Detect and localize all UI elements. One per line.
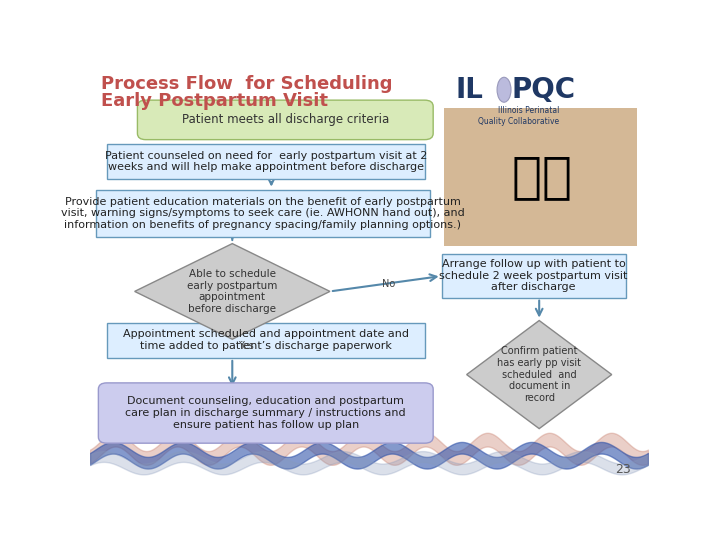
Text: IL: IL (456, 76, 483, 104)
Text: No: No (382, 279, 395, 289)
Ellipse shape (497, 77, 511, 102)
Text: Illinois Perinatal
Quality Collaborative: Illinois Perinatal Quality Collaborative (478, 106, 559, 126)
Text: Appointment scheduled and appointment date and
time added to patient’s discharge: Appointment scheduled and appointment da… (123, 329, 409, 351)
FancyBboxPatch shape (107, 322, 425, 358)
Text: Patient counseled on need for  early postpartum visit at 2
weeks and will help m: Patient counseled on need for early post… (104, 151, 427, 172)
Text: Yes: Yes (238, 341, 253, 352)
Text: 23: 23 (616, 463, 631, 476)
Text: Process Flow  for Scheduling: Process Flow for Scheduling (101, 75, 392, 93)
FancyBboxPatch shape (138, 100, 433, 140)
Text: Provide patient education materials on the benefit of early postpartum
visit, wa: Provide patient education materials on t… (61, 197, 465, 230)
Text: Early Postpartum Visit: Early Postpartum Visit (101, 92, 328, 110)
FancyBboxPatch shape (96, 190, 431, 238)
Text: 👩‍👦: 👩‍👦 (512, 153, 572, 201)
Text: Able to schedule
early postpartum
appointment
before discharge: Able to schedule early postpartum appoin… (187, 269, 277, 314)
FancyBboxPatch shape (444, 109, 637, 246)
FancyBboxPatch shape (99, 383, 433, 443)
Polygon shape (135, 244, 330, 339)
Text: Document counseling, education and postpartum
care plan in discharge summary / i: Document counseling, education and postp… (125, 396, 406, 430)
Polygon shape (467, 321, 612, 429)
Text: Confirm patient
has early pp visit
scheduled  and
document in
record: Confirm patient has early pp visit sched… (498, 346, 581, 403)
Text: PQC: PQC (511, 76, 575, 104)
FancyBboxPatch shape (107, 144, 425, 179)
FancyBboxPatch shape (441, 254, 626, 298)
Text: Patient meets all discharge criteria: Patient meets all discharge criteria (181, 113, 389, 126)
Text: Arrange follow up with patient to
schedule 2 week postpartum visit
after dischar: Arrange follow up with patient to schedu… (439, 259, 628, 293)
